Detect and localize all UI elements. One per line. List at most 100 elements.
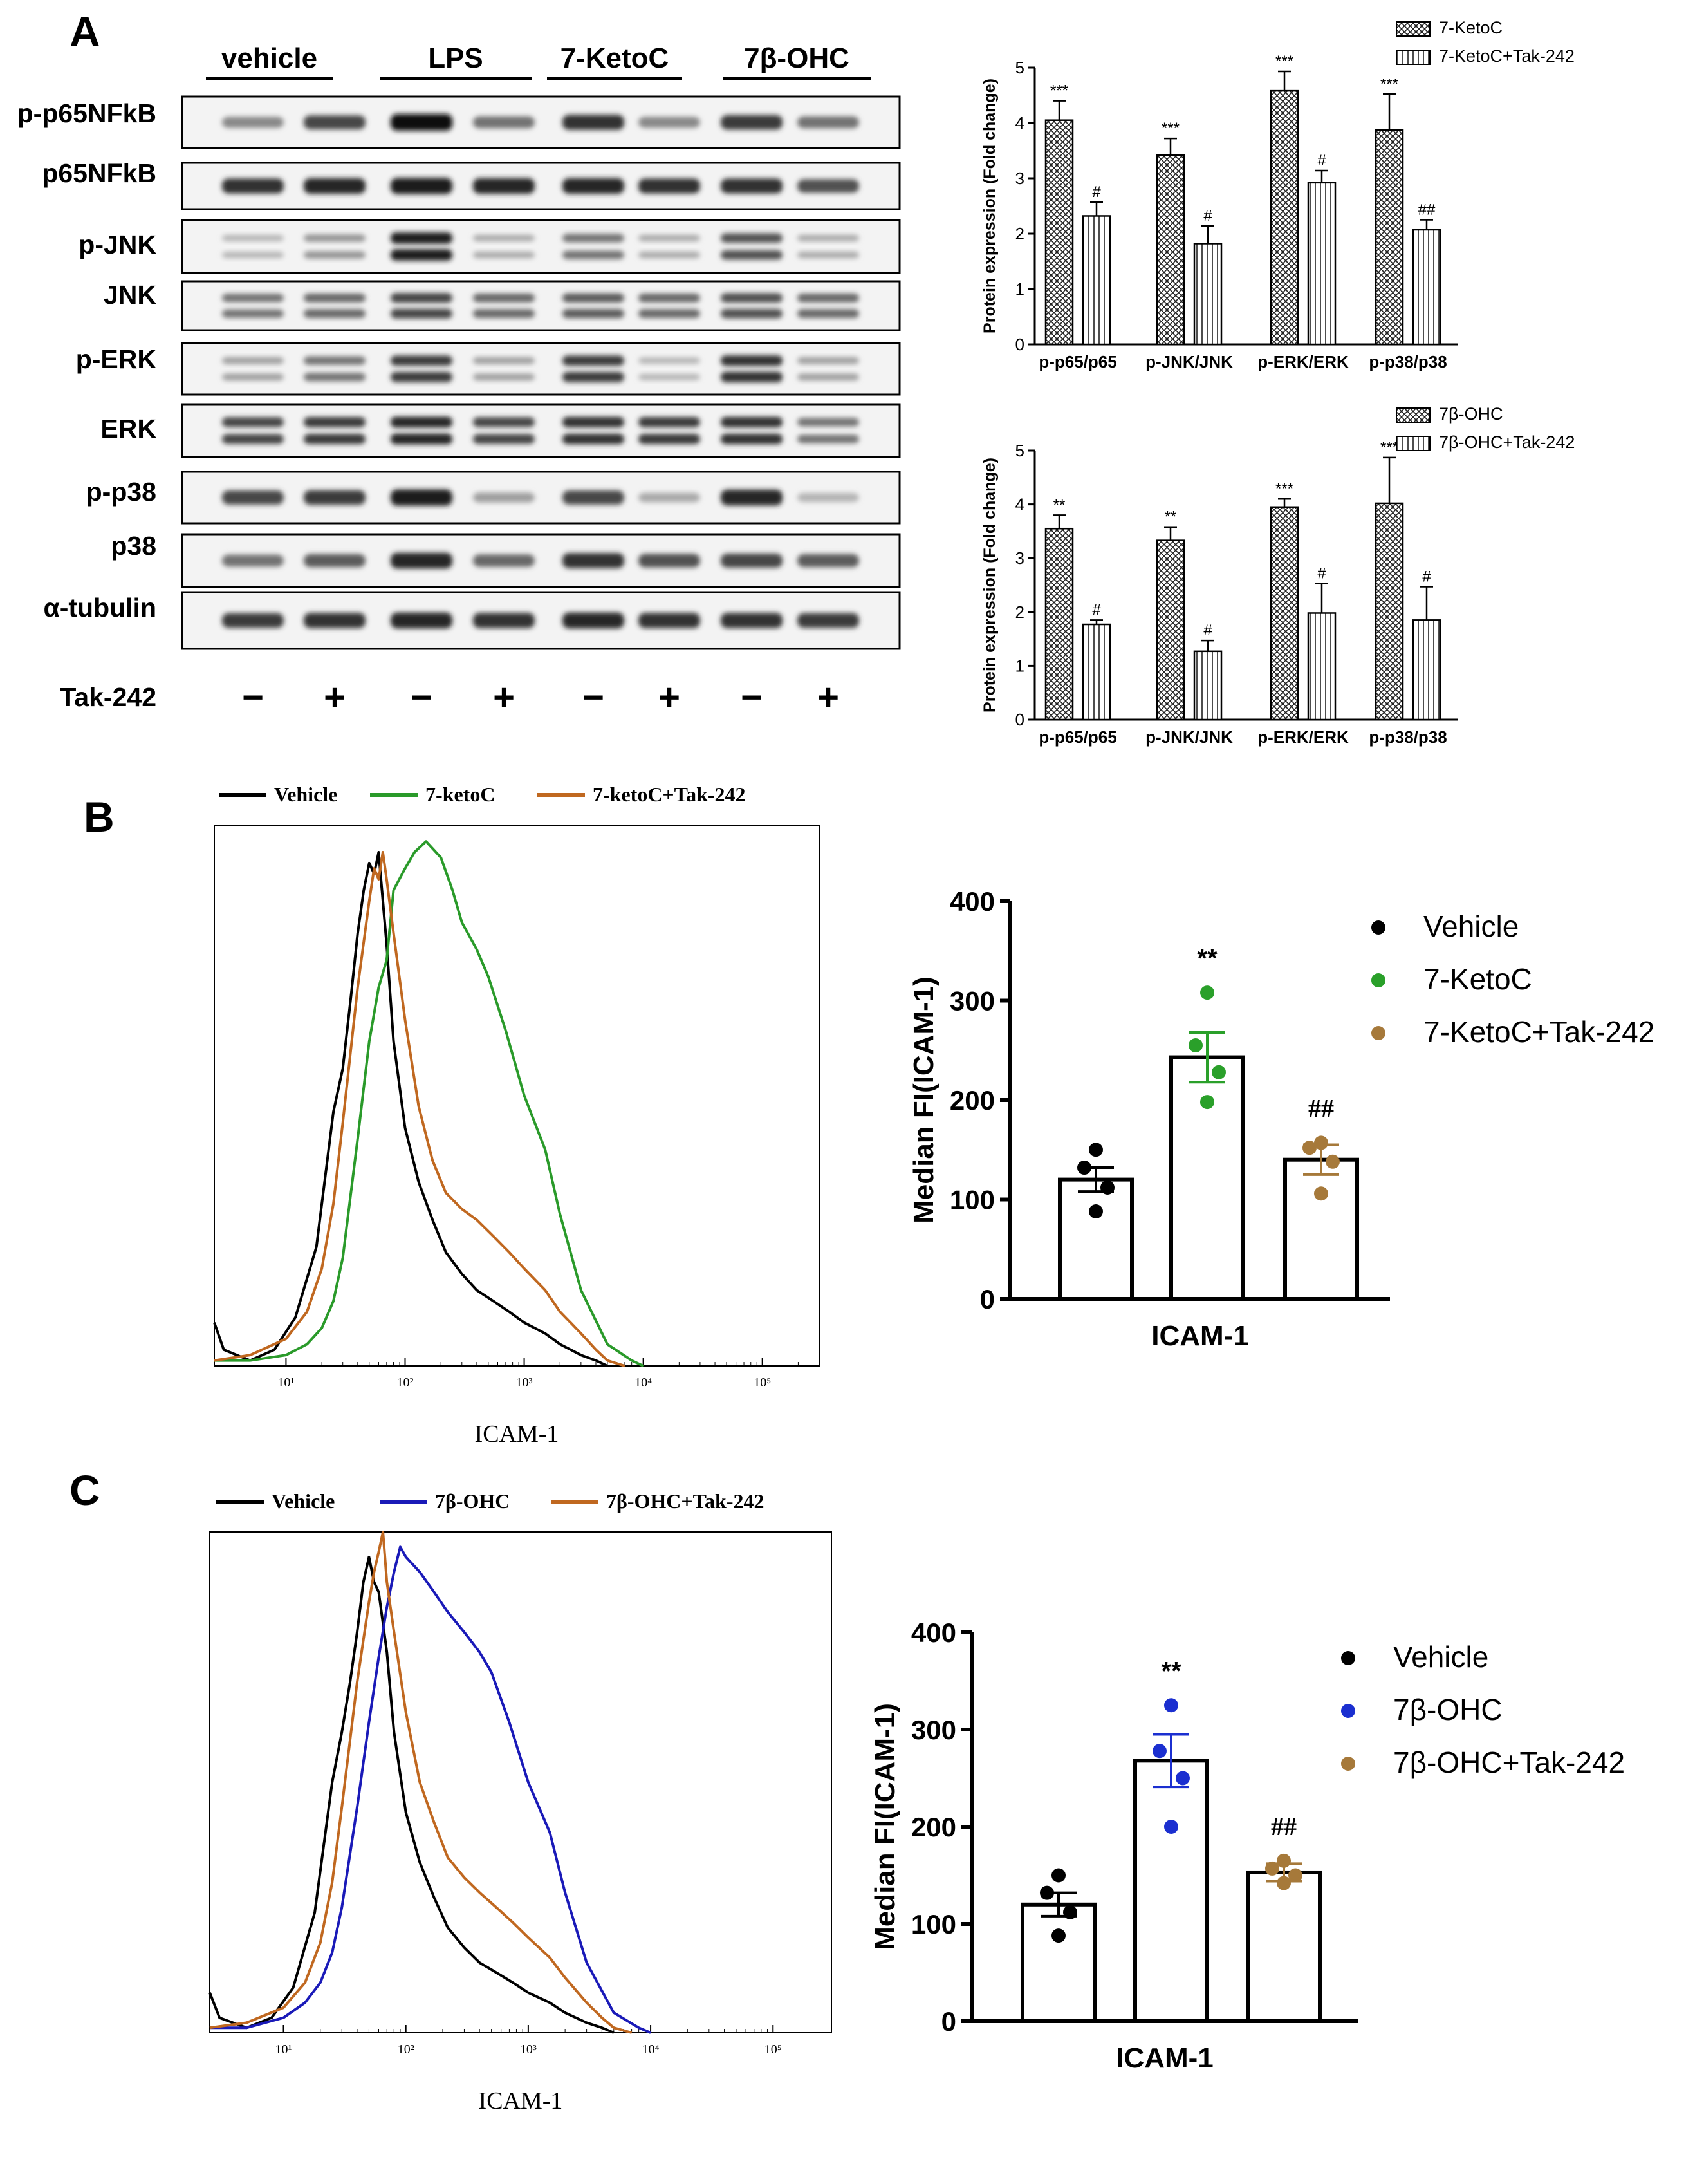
x-category-label: p-p65/p65: [1039, 352, 1116, 371]
bar-treatment: [1044, 527, 1074, 721]
data-point: [1288, 1868, 1302, 1883]
bar-tak242: [1412, 229, 1441, 346]
legend-swatch: [1396, 21, 1431, 37]
y-axis-label: Median FI(ICAM-1): [908, 976, 940, 1224]
wb-band: [391, 612, 452, 629]
wb-band: [473, 309, 535, 319]
wb-band: [222, 294, 284, 303]
x-tick-label: 10²: [398, 2042, 414, 2057]
wb-band: [304, 356, 366, 365]
wb-band: [638, 416, 700, 427]
wb-band: [473, 234, 535, 242]
histogram-c: 10¹ 10² 10³ 10⁴ 10⁵ ICAM-1 Vehicle 7β-OHC 7β-OHC…: [208, 1489, 832, 2114]
significance-label: #: [1092, 183, 1101, 201]
data-point: [1051, 1868, 1066, 1883]
wb-band: [721, 293, 783, 303]
x-tick-label: 10¹: [275, 2042, 292, 2057]
wb-band: [797, 554, 859, 568]
legend-dot: [1371, 1026, 1385, 1040]
y-axis-label: Protein expression (Fold change): [981, 79, 999, 333]
wb-band: [721, 554, 783, 568]
wb-row-frame: [181, 591, 901, 650]
wb-band: [391, 114, 452, 131]
legend-label: 7-KetoC+Tak-242: [1439, 46, 1575, 66]
wb-band: [562, 553, 624, 568]
wb-band: [638, 251, 700, 259]
wb-band: [304, 293, 366, 303]
wb-tak-sign: +: [658, 677, 680, 718]
y-tick-label: 1: [1015, 656, 1024, 675]
wb-band: [797, 418, 859, 427]
x-tick-label: 10⁴: [634, 1376, 652, 1390]
y-tick-label: 100: [950, 1185, 995, 1215]
wb-band: [638, 357, 700, 364]
wb-band: [473, 373, 535, 381]
panel-label-b: B: [84, 793, 115, 841]
wb-band: [473, 613, 535, 628]
significance-label: #: [1317, 152, 1326, 169]
y-tick-label: 5: [1015, 441, 1024, 460]
wb-band: [562, 293, 624, 303]
wb-row-frame: [181, 471, 901, 525]
wb-band: [222, 357, 284, 364]
histogram-line-1: [210, 1545, 651, 2034]
wb-band: [304, 416, 366, 427]
wb-band: [721, 308, 783, 319]
wb-tak-sign: −: [242, 677, 264, 718]
significance-label: ***: [1380, 439, 1398, 456]
data-point: [1200, 985, 1214, 1000]
wb-group-label: 7-KetoC: [560, 42, 669, 74]
x-tick-label: 10³: [520, 2042, 537, 2057]
wb-band: [638, 117, 700, 128]
significance-label: ***: [1050, 82, 1068, 100]
y-tick-label: 0: [941, 2006, 956, 2037]
data-point: [1314, 1135, 1328, 1150]
wb-band: [222, 554, 284, 567]
wb-band: [391, 355, 452, 366]
significance-label: **: [1197, 944, 1218, 973]
wb-band: [797, 434, 859, 443]
data-point: [1212, 1065, 1226, 1079]
legend-label: 7-KetoC: [1439, 18, 1503, 37]
legend-label: Vehicle: [274, 783, 337, 806]
data-point: [1314, 1186, 1328, 1201]
x-category-label: p-JNK/JNK: [1145, 352, 1233, 371]
wb-band: [222, 613, 284, 628]
legend-label: 7-ketoC+Tak-242: [593, 783, 746, 806]
wb-band: [391, 552, 452, 569]
x-category-label: p-p38/p38: [1369, 352, 1447, 371]
y-tick-label: 400: [950, 886, 995, 917]
x-tick-label: 10⁵: [754, 1376, 771, 1390]
legend-label: 7β-OHC+Tak-242: [1439, 433, 1575, 452]
legend-dot: [1341, 1651, 1355, 1665]
significance-label: #: [1317, 565, 1326, 582]
legend-swatch: [1396, 50, 1431, 65]
wb-band: [304, 251, 366, 259]
wb-band: [391, 232, 452, 244]
wb-row-frame: [181, 403, 901, 458]
histogram-b: 10¹ 10² 10³ 10⁴ 10⁵ ICAM-1 Vehicle 7-ketoC 7-ket…: [213, 783, 820, 1448]
wb-band: [473, 417, 535, 427]
wb-band: [562, 178, 624, 194]
mean-bar: [1283, 1157, 1359, 1301]
significance-label: ##: [1308, 1094, 1334, 1123]
wb-band: [304, 373, 366, 382]
wb-band: [638, 492, 700, 503]
legend-swatch: [1396, 436, 1431, 451]
significance-label: ***: [1275, 53, 1293, 70]
x-tick-label: 10²: [396, 1376, 413, 1390]
panel-label-a: A: [69, 8, 100, 55]
wb-band: [562, 355, 624, 366]
wb-band: [222, 252, 284, 259]
wb-band: [797, 493, 859, 502]
bar-tak242: [1412, 619, 1441, 721]
legend-dot: [1371, 973, 1385, 987]
wb-band: [797, 234, 859, 242]
wb-band: [304, 613, 366, 628]
legend-label: 7-KetoC+Tak-242: [1423, 1015, 1654, 1049]
wb-row-frame: [181, 533, 901, 588]
bar-tak242: [1307, 182, 1337, 346]
wb-tak-sign: −: [582, 677, 604, 718]
x-category-label: p-ERK/ERK: [1257, 352, 1349, 371]
significance-label: **: [1165, 509, 1177, 526]
